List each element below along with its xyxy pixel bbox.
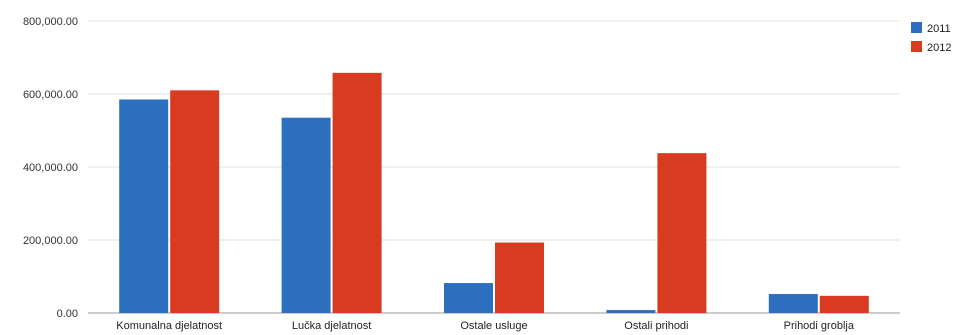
- legend: 2011 2012: [911, 22, 951, 54]
- legend-label: 2012: [927, 42, 951, 54]
- bar-2012-2: [495, 242, 544, 313]
- y-tick-label: 600,000.00: [23, 89, 78, 101]
- bar-2011-2: [444, 283, 493, 313]
- y-tick-label: 400,000.00: [23, 162, 78, 174]
- category-label: Ostale usluge: [460, 320, 527, 332]
- legend-label: 2011: [927, 23, 951, 35]
- category-label: Prihodi groblja: [784, 320, 855, 332]
- category-label: Ostali prihodi: [624, 320, 688, 332]
- legend-swatch-2012: [911, 41, 922, 52]
- bars: [119, 72, 869, 313]
- category-label: Komunalna djelatnost: [116, 320, 222, 332]
- y-axis-ticks: 0.00 200,000.00 400,000.00 600,000.00 800,00…: [23, 16, 78, 320]
- bar-2011-4: [768, 294, 818, 313]
- y-tick-label: 800,000.00: [23, 16, 78, 28]
- bar-2012-4: [819, 295, 869, 313]
- bar-2011-1: [281, 117, 331, 313]
- bar-2011-3: [606, 310, 656, 313]
- bar-2012-3: [657, 153, 707, 313]
- y-tick-label: 0.00: [57, 308, 78, 320]
- x-axis-labels: Komunalna djelatnost Lučka djelatnost Osta…: [116, 320, 855, 332]
- gridlines: [88, 20, 900, 314]
- bar-2012-1: [332, 72, 382, 313]
- category-label: Lučka djelatnost: [292, 320, 372, 332]
- legend-swatch-2011: [911, 22, 922, 33]
- bar-2011-0: [119, 99, 169, 313]
- y-tick-label: 200,000.00: [23, 235, 78, 247]
- bar-2012-0: [170, 90, 220, 313]
